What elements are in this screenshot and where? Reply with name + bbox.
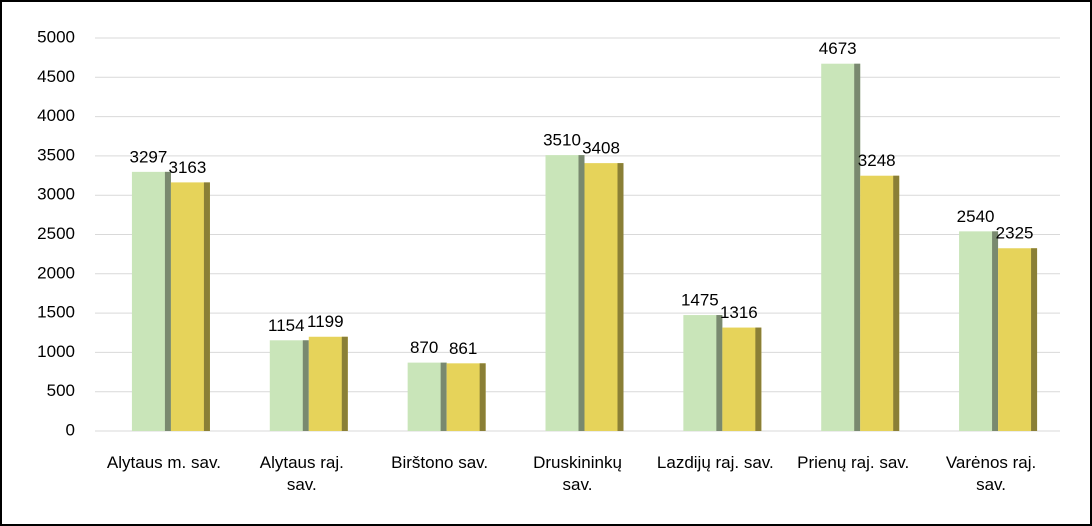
- bar-side: [341, 336, 348, 431]
- bar-side: [992, 231, 999, 431]
- y-tick-label: 2000: [37, 263, 75, 282]
- x-tick-label: Varėnos raj. sav.: [945, 453, 1037, 494]
- bar-side: [716, 315, 723, 431]
- bar: [722, 327, 762, 431]
- x-tick-label: Prienų raj. sav.: [797, 453, 910, 472]
- y-tick-label: 5000: [37, 27, 75, 46]
- bar-side: [854, 63, 861, 431]
- bar-side: [479, 363, 486, 431]
- x-tick-label: Alytaus raj. sav.: [259, 453, 344, 494]
- data-label: 3297: [130, 147, 168, 166]
- bar-side: [617, 163, 624, 431]
- bar-side: [893, 175, 900, 431]
- bar: [407, 362, 447, 431]
- data-label: 4673: [819, 39, 857, 58]
- bar-side: [302, 340, 309, 431]
- data-label: 870: [410, 338, 438, 357]
- bar: [998, 248, 1038, 431]
- y-tick-label: 500: [47, 381, 75, 400]
- bar: [959, 231, 999, 431]
- x-tick-label: Birštono sav.: [391, 453, 489, 472]
- data-label: 3163: [169, 158, 207, 177]
- bar: [131, 171, 171, 431]
- data-label: 861: [449, 339, 477, 358]
- y-tick-label: 2500: [37, 224, 75, 243]
- bar: [683, 315, 723, 431]
- data-label: 3248: [858, 151, 896, 170]
- data-label: 1475: [681, 291, 719, 310]
- x-tick-label: Druskininkų sav.: [533, 453, 622, 494]
- data-label: 1316: [720, 303, 758, 322]
- bar-side: [203, 182, 210, 431]
- y-tick-label: 4500: [37, 67, 75, 86]
- bar: [545, 155, 585, 431]
- data-label: 1199: [307, 312, 344, 331]
- bar-side: [1031, 248, 1038, 431]
- bar: [821, 63, 861, 431]
- bar-side: [578, 155, 585, 431]
- bar: [170, 182, 210, 431]
- y-tick-label: 1500: [37, 303, 75, 322]
- data-label: 3408: [582, 139, 620, 158]
- data-label: 2325: [996, 224, 1034, 243]
- y-tick-label: 0: [66, 420, 75, 439]
- bar: [308, 336, 348, 431]
- x-tick-label: Lazdijų raj. sav.: [656, 453, 774, 472]
- data-label: 1154: [268, 316, 305, 335]
- y-tick-label: 4000: [37, 106, 75, 125]
- bar-side: [164, 171, 171, 431]
- bar-side: [755, 327, 762, 431]
- y-tick-label: 3000: [37, 185, 75, 204]
- y-tick-label: 3500: [37, 145, 75, 164]
- data-label: 3510: [543, 131, 581, 150]
- bar: [584, 163, 624, 431]
- x-tick-label: Alytaus m. sav.: [106, 453, 221, 472]
- bar: [860, 175, 900, 431]
- y-tick-label: 1000: [37, 342, 75, 361]
- bar: [269, 340, 309, 431]
- bar: [446, 363, 486, 431]
- data-label: 2540: [957, 207, 995, 226]
- bar-side: [440, 362, 447, 431]
